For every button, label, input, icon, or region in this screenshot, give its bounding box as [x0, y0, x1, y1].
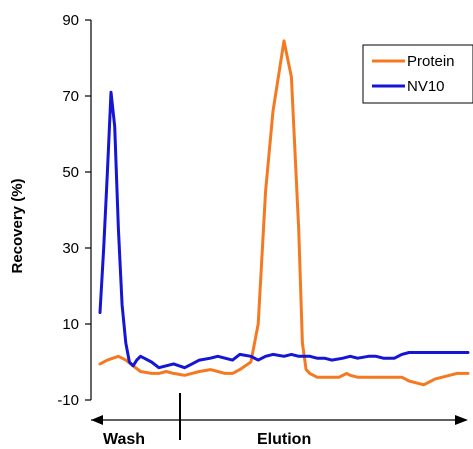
y-tick-label: 70	[62, 88, 79, 105]
region-annotations: Wash Elution	[91, 393, 468, 448]
region-arrow-right-head	[455, 415, 468, 425]
region-label-elution: Elution	[257, 431, 311, 448]
y-tick-label: 90	[62, 12, 79, 29]
axes: -10 10 30 50 70 90	[57, 12, 92, 409]
legend: Protein NV10	[362, 44, 473, 104]
y-tick-label: 50	[62, 164, 79, 181]
series-line-protein	[98, 39, 470, 387]
legend-box	[362, 44, 473, 104]
region-arrow-left-head	[91, 415, 103, 425]
legend-label-protein: Protein	[407, 53, 455, 70]
y-tick-label: 30	[62, 240, 79, 257]
legend-label-nv10: NV10	[407, 78, 445, 95]
y-axis-title: Recovery (%)	[9, 178, 26, 273]
y-tick-label: -10	[57, 392, 79, 409]
series-layer	[98, 39, 470, 387]
series-line-nv10	[98, 90, 470, 370]
y-tick-label: 10	[62, 316, 79, 333]
region-label-wash: Wash	[103, 431, 145, 448]
